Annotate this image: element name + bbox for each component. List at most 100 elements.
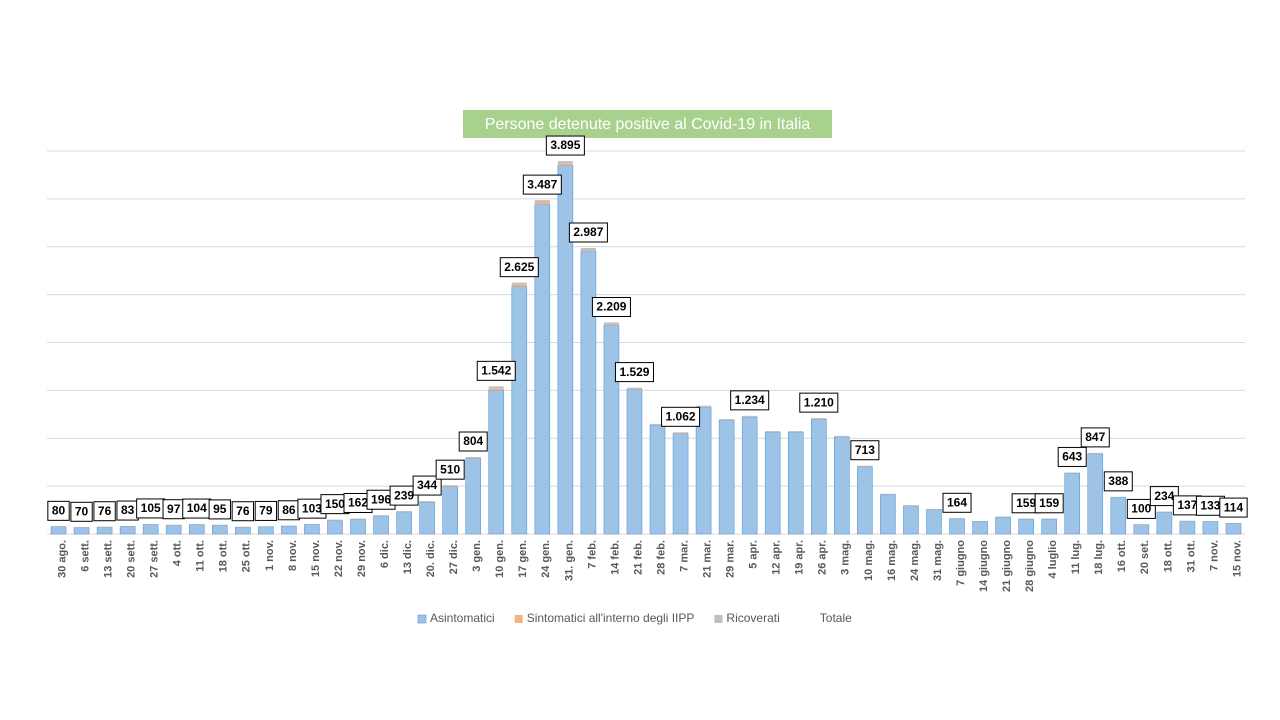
x-tick-label: 14 giugno [978,540,990,592]
bar-segment [649,425,666,535]
bar-segment [949,518,965,535]
data-label-text: 2.209 [596,300,626,314]
data-label-text: 159 [1039,496,1059,510]
data-label-text: 150 [325,497,345,511]
x-tick-label: 21 mar. [702,540,714,578]
data-label-text: 234 [1154,489,1174,503]
title-box [463,110,832,138]
data-label-text: 164 [947,495,967,509]
bar-segment [787,431,804,535]
bar-segment [603,324,619,326]
x-tick-label: 7 giugno [955,540,967,586]
bar-segment [442,485,458,487]
data-label: 150 [320,494,350,515]
data-label: 103 [297,498,327,519]
data-label-box [499,257,539,278]
bar-segment [1156,511,1173,535]
data-label: 100 [1126,498,1156,519]
x-tick-label: 28 feb. [655,540,667,575]
data-label: 80 [47,500,70,521]
x-tick-label: 13 dic. [402,540,414,574]
legend-label: Totale [820,611,852,625]
data-label-box [942,492,972,513]
bar-segment [765,431,781,433]
bar-segment [258,526,274,535]
bar-segment [188,524,205,535]
bar-segment [718,420,735,535]
bar-segment [1110,497,1127,535]
bar-segment [1179,520,1196,535]
x-tick-label: 13 sett. [103,540,115,578]
x-tick-label: 24 mag. [909,540,921,581]
data-label-box [591,296,631,317]
bar-segment [119,526,136,535]
bar-segment [488,388,504,390]
data-label-text: 3.895 [550,138,580,152]
legend-label: Asintomatici [430,611,495,625]
bar-segment [926,509,942,535]
x-tick-label: 28 giugno [1024,540,1036,592]
x-tick-label: 16 ott. [1116,540,1128,572]
bar-segment [834,435,850,437]
data-label: 643 [1057,446,1087,467]
data-label: 804 [458,431,488,452]
bar-segment [534,200,550,203]
bar-segment [673,432,689,434]
data-label-box [208,499,231,520]
bar-segment [764,431,781,535]
data-label-text: 643 [1062,450,1082,464]
legend-swatch [417,614,427,624]
data-label-box [412,475,442,496]
x-tick-label: 7 feb. [586,540,598,569]
data-label-text: 804 [463,434,483,448]
data-label: 1.210 [799,392,839,413]
data-label-text: 83 [121,503,135,517]
bar-segment [1087,453,1104,535]
bar-segment [972,521,988,535]
data-label-text: 97 [167,502,181,516]
data-label-box [70,501,93,522]
x-tick-label: 22 nov. [333,540,345,577]
bar-segment [880,494,896,535]
bar-segment [281,525,297,535]
data-label: 70 [70,501,93,522]
bar-segment [788,431,804,433]
bar-segment [857,466,873,535]
bar-segment [304,524,320,535]
bar-segment [603,322,619,325]
data-label: 1.234 [730,390,770,411]
data-label-box [458,431,488,452]
x-tick-label: 31 mag. [932,540,944,581]
bar-segment [810,418,827,535]
data-label-text: 3.487 [527,177,557,191]
bar-segment [465,457,481,459]
data-label-text: 95 [213,502,227,516]
data-label-box [1103,471,1133,492]
data-label-text: 510 [440,462,460,476]
x-tick-label: 19 apr. [794,540,806,575]
x-tick-label: 17 gen. [517,540,529,578]
bar-segment [96,526,113,535]
bar-segment [511,286,528,535]
data-label-box [389,485,419,506]
data-label-text: 713 [855,443,875,457]
x-tick-label: 15 nov. [310,540,322,577]
data-label: 159 [1011,493,1041,514]
data-label-box [522,174,562,195]
data-label-box [435,459,465,480]
x-tick-label: 7 nov. [1208,540,1220,571]
bar-segment [995,516,1011,535]
data-label-box [1126,498,1156,519]
x-tick-label: 20. dic. [425,540,437,577]
legend-label: Sintomatici all'interno degli IIPP [527,611,695,625]
data-label: 1.529 [614,362,654,383]
data-label: 2.987 [568,222,608,243]
data-label: 239 [389,485,419,506]
data-label-box [568,222,608,243]
data-label: 713 [850,440,880,461]
bar-segment [580,247,596,251]
bar-segment [373,515,389,535]
data-label: 114 [1219,497,1248,518]
data-label-box [1034,493,1064,514]
x-tick-label: 15 nov. [1231,540,1243,577]
